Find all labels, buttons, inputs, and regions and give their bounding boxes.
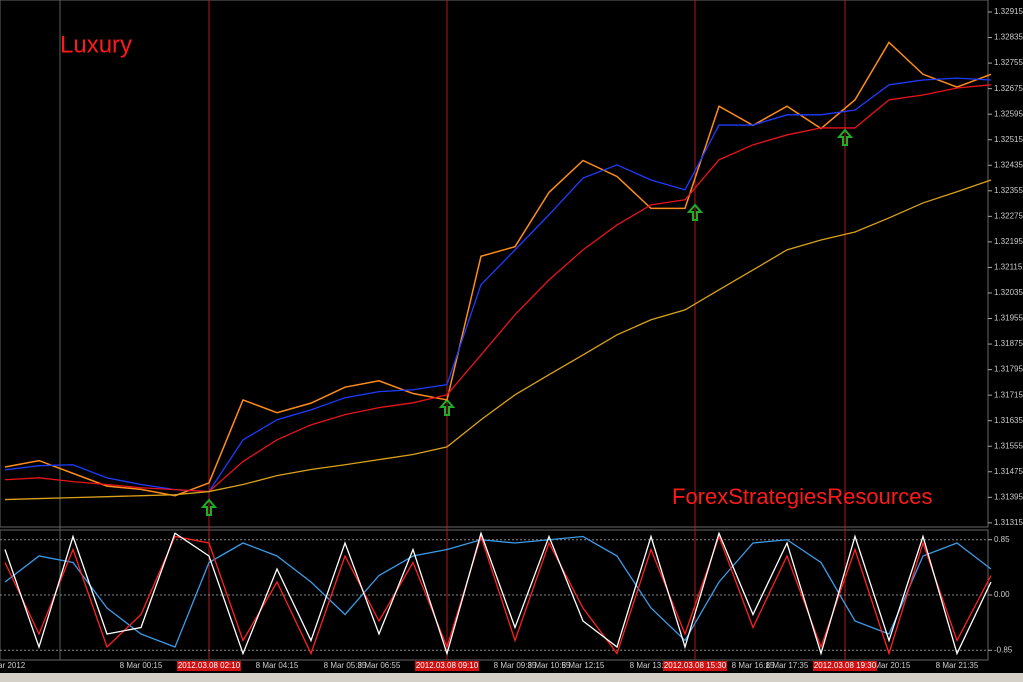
x-tick-label: 8 Mar 21:35: [936, 661, 979, 670]
up-arrow: [686, 203, 704, 221]
x-tick-label: 8 Mar 17:35: [766, 661, 809, 670]
event-lines: [208, 0, 846, 660]
y-tick-label: 1.32675: [994, 84, 1023, 93]
y-tick-label: 1.32435: [994, 160, 1023, 169]
price-panel: [0, 0, 989, 528]
event-label-bg: [663, 661, 727, 671]
y-tick-label: 1.31475: [994, 467, 1023, 476]
y-tick-label: 1.31555: [994, 441, 1023, 450]
y-tick-label: 1.31795: [994, 365, 1023, 374]
y-tick-label: 1.31955: [994, 314, 1023, 323]
tab-strip: [0, 673, 1023, 682]
y-tick-label: 1.32115: [994, 263, 1023, 272]
y-tick-label: 1.31395: [994, 492, 1023, 501]
y-tick-label: 1.31315: [994, 518, 1023, 527]
y-tick-label: 0.00: [994, 590, 1010, 599]
x-tick-label: 8 Mar 05:35: [324, 661, 367, 670]
up-arrow: [200, 498, 218, 516]
x-tick-label: 8 Mar 13:35: [630, 661, 673, 670]
x-tick-label: 8 Mar 06:55: [358, 661, 401, 670]
x-tick-label: 8 Mar 16:15: [732, 661, 775, 670]
x-tick-label: 8 Mar 04:15: [256, 661, 299, 670]
x-tick-label: 8 Mar 09:35: [494, 661, 537, 670]
event-label: 2012.03.08 09:10: [416, 661, 479, 670]
y-tick-label: -0.85: [994, 645, 1013, 654]
x-tick-label: 7 Mar 2012: [0, 661, 26, 670]
y-tick-label: 1.31875: [994, 339, 1023, 348]
y-tick-label: 1.32275: [994, 211, 1023, 220]
x-tick-label: 8 Mar 12:15: [562, 661, 605, 670]
signal-arrows: [200, 128, 854, 516]
x-tick-label: 8 Mar 10:55: [528, 661, 571, 670]
series-line: [4, 535, 992, 648]
x-tick-label: 8 Mar 20:15: [868, 661, 911, 670]
event-label: 2012.03.08 19:30: [814, 661, 877, 670]
y-tick-label: 1.32755: [994, 58, 1023, 67]
y-tick-label: 1.32835: [994, 33, 1023, 42]
y-tick-label: 1.32195: [994, 237, 1023, 246]
event-label-bg: [813, 661, 877, 671]
y-tick-label: 1.32035: [994, 288, 1023, 297]
annotation: ForexStrategiesResources: [672, 484, 932, 509]
y-tick-label: 0.85: [994, 535, 1010, 544]
x-tick-label: 8 Mar 00:15: [120, 661, 163, 670]
y-tick-label: 1.31715: [994, 390, 1023, 399]
up-arrow: [836, 128, 854, 146]
event-label: 2012.03.08 15:30: [664, 661, 727, 670]
annotation: Luxury: [60, 31, 132, 58]
series-line: [4, 531, 992, 656]
up-arrow: [438, 398, 456, 416]
y-tick-label: 1.31635: [994, 416, 1023, 425]
y-tick-label: 1.32515: [994, 135, 1023, 144]
y-tick-label: 1.32595: [994, 109, 1023, 118]
series-line: [4, 84, 992, 493]
event-label-bg: [177, 661, 241, 671]
y-tick-label: 1.32915: [994, 7, 1023, 16]
y-tick-label: 1.32355: [994, 186, 1023, 195]
event-label-bg: [415, 661, 479, 671]
series-line: [4, 179, 992, 501]
event-label: 2012.03.08 02:10: [178, 661, 241, 670]
